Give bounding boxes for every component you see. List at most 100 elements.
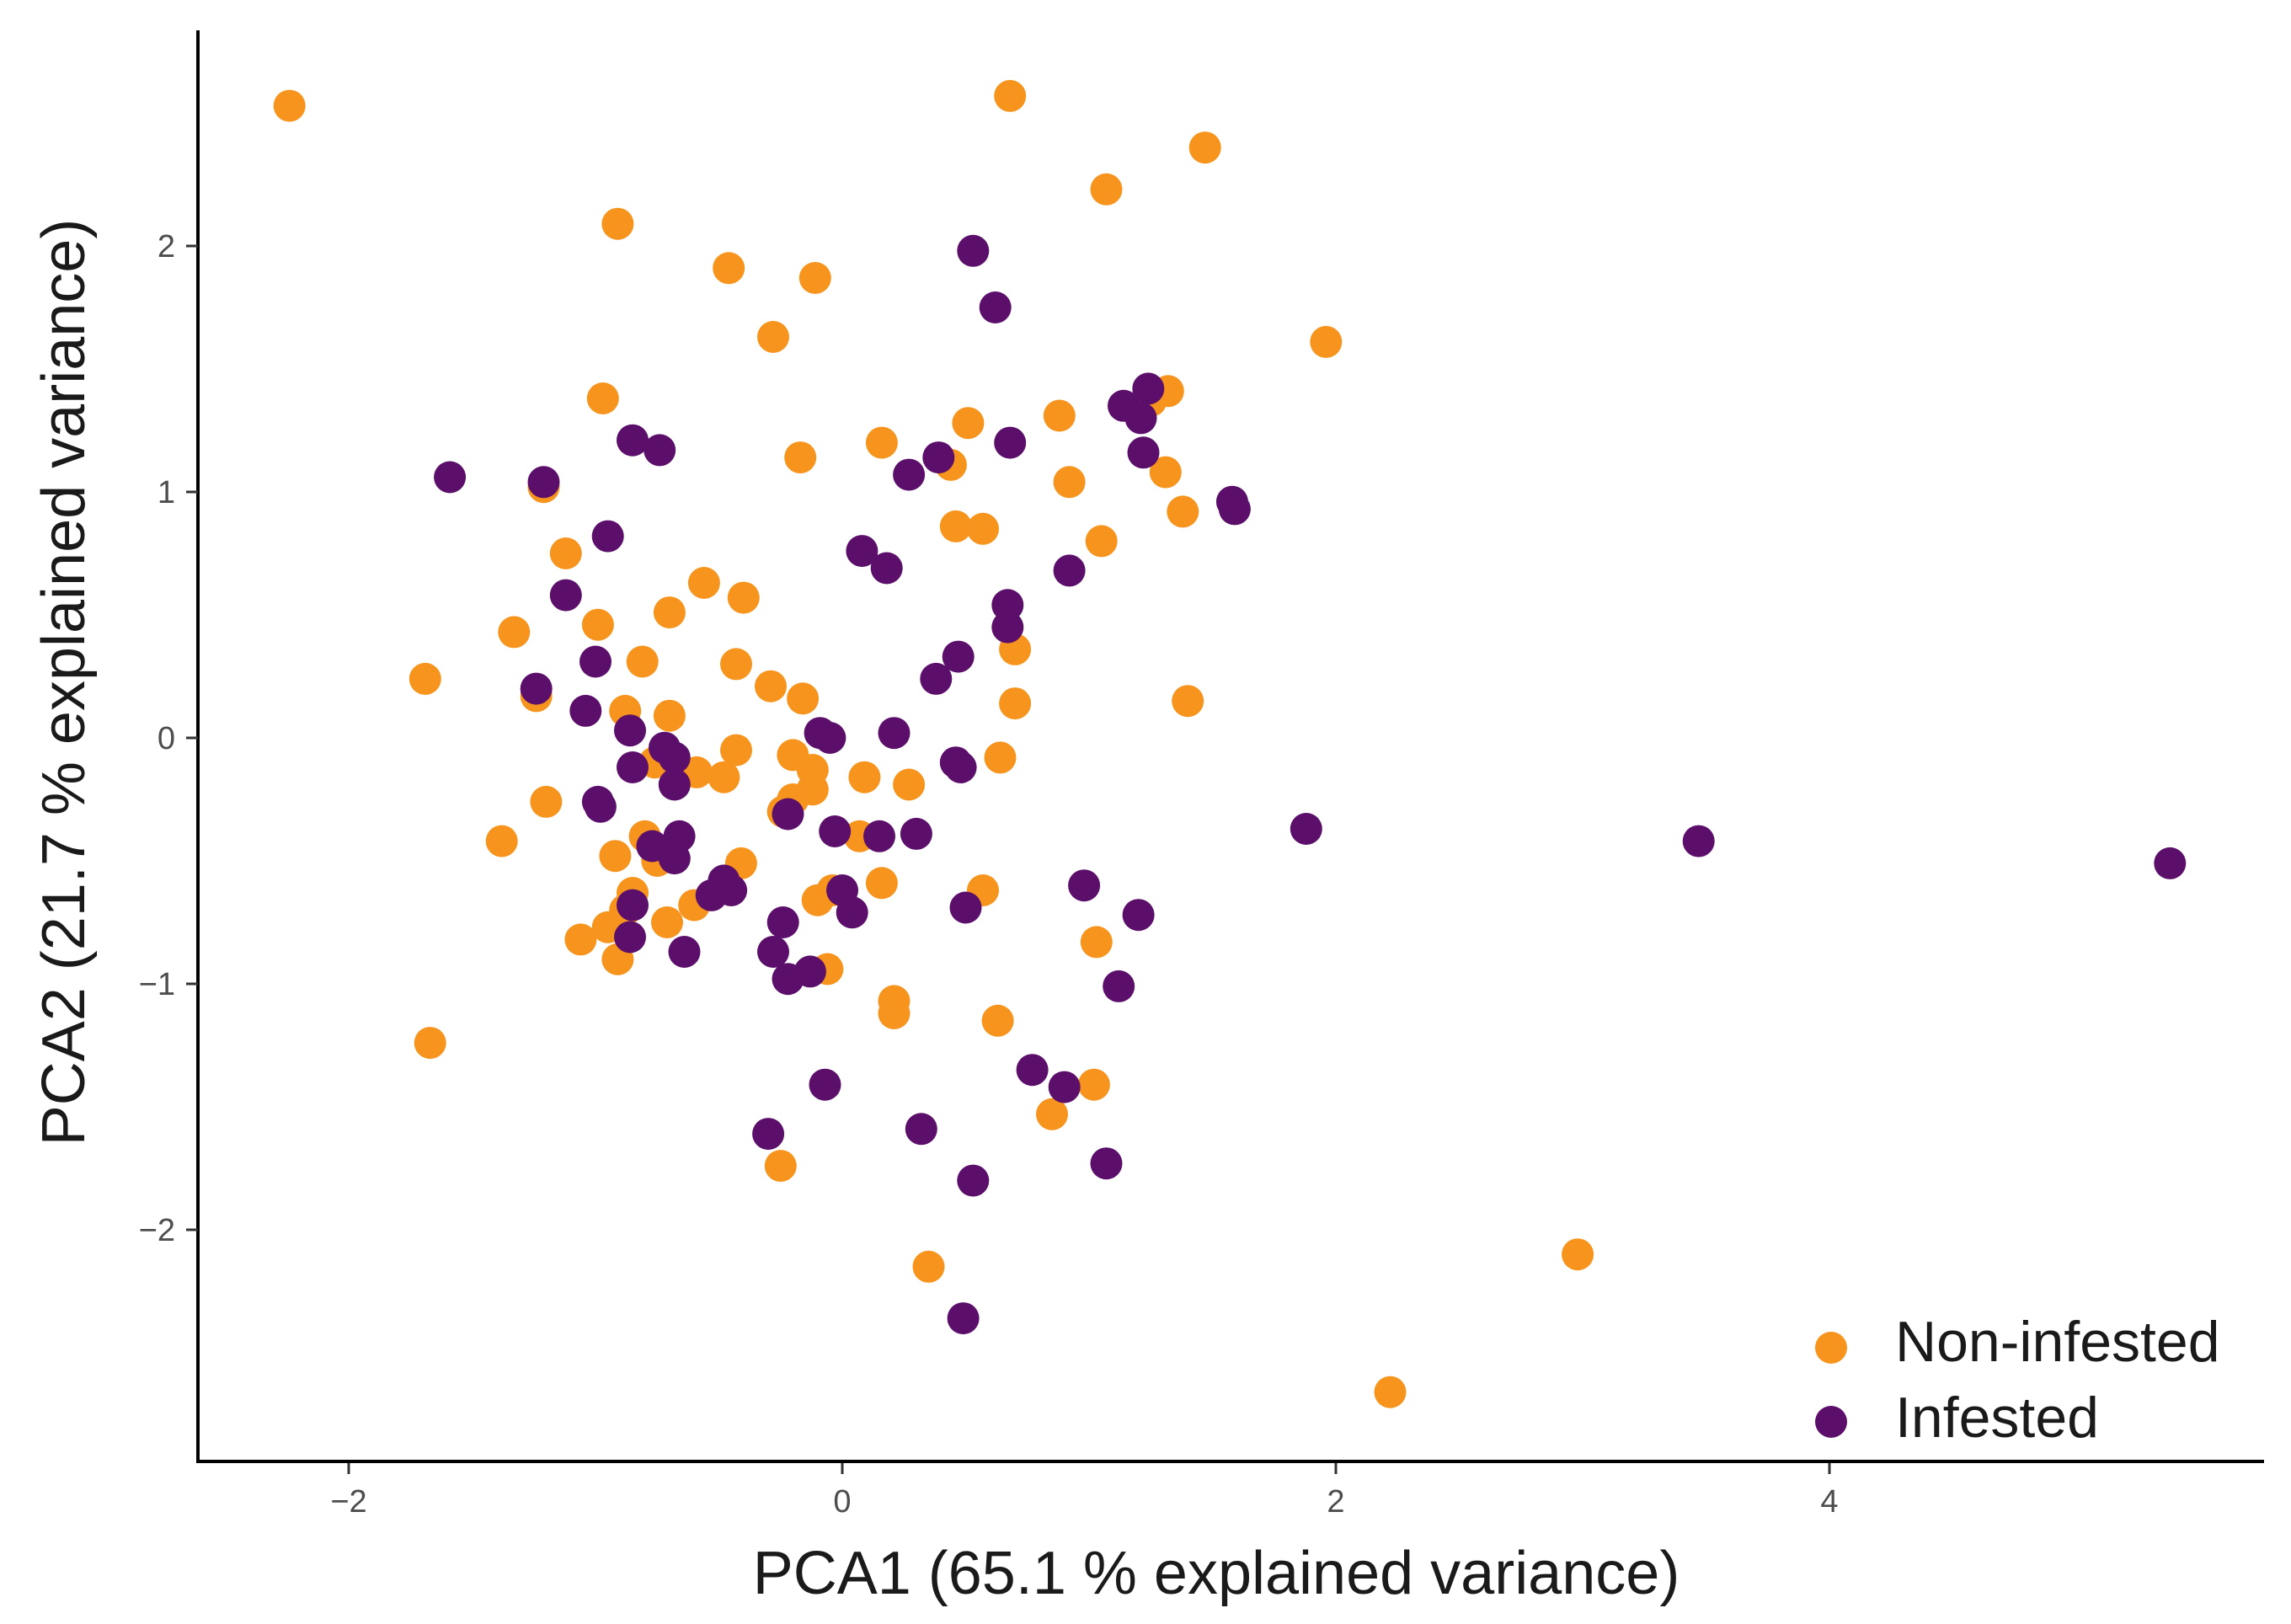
point-infested-25 (520, 672, 553, 705)
point-infested-24 (920, 662, 953, 695)
y-tick-label-0: −2 (139, 1213, 175, 1248)
point-infested-39 (772, 798, 804, 831)
point-infested-1 (979, 291, 1012, 323)
point-non-infested-7 (757, 321, 789, 353)
point-non-infested-55 (485, 825, 518, 857)
point-non-infested-77 (1077, 1068, 1110, 1101)
point-infested-38 (584, 790, 617, 823)
point-non-infested-26 (727, 581, 760, 614)
legend-label-non-infested: Non-infested (1895, 1310, 2220, 1374)
point-infested-51 (617, 889, 649, 922)
point-infested-66 (905, 1113, 937, 1146)
point-infested-58 (668, 936, 701, 968)
y-tick-label-3: 1 (158, 475, 175, 510)
point-non-infested-70 (1080, 926, 1113, 959)
point-non-infested-33 (409, 662, 441, 695)
point-infested-69 (947, 1302, 980, 1335)
legend: Non-infested Infested (1815, 1310, 2220, 1450)
point-infested-67 (1090, 1147, 1123, 1180)
point-non-infested-79 (764, 1150, 797, 1183)
point-infested-20 (991, 589, 1024, 622)
point-non-infested-60 (865, 867, 898, 900)
y-axis-title: PCA2 (21.7 % explained variance) (30, 219, 98, 1146)
point-non-infested-6 (798, 262, 831, 294)
point-non-infested-15 (784, 441, 817, 474)
point-infested-5 (617, 424, 649, 457)
x-axis-title: PCA1 (65.1 % explained variance) (753, 1540, 1680, 1607)
point-infested-27 (614, 714, 646, 747)
point-infested-28 (878, 717, 911, 750)
x-axis-ticks: −2 0 2 4 (330, 1463, 1839, 1520)
point-non-infested-67 (651, 906, 683, 938)
point-non-infested-20 (1167, 495, 1199, 528)
point-non-infested-75 (981, 1004, 1014, 1037)
point-infested-32 (658, 741, 691, 774)
point-infested-18 (1053, 554, 1086, 587)
point-infested-9 (922, 441, 955, 474)
point-infested-10 (893, 458, 926, 491)
y-tick-label-4: 2 (158, 229, 175, 264)
point-non-infested-40 (653, 699, 686, 732)
point-infested-36 (658, 768, 691, 801)
x-tick-label-2: 2 (1327, 1484, 1344, 1520)
point-infested-62 (1016, 1054, 1049, 1087)
point-infested-15 (591, 520, 624, 553)
point-infested-65 (752, 1118, 785, 1151)
point-non-infested-8 (1310, 325, 1343, 358)
point-non-infested-82 (1374, 1376, 1407, 1408)
point-non-infested-38 (999, 687, 1032, 720)
point-infested-54 (1122, 899, 1155, 932)
point-infested-2 (1132, 372, 1165, 405)
point-infested-34 (944, 751, 977, 783)
point-non-infested-43 (984, 741, 1017, 774)
legend-marker-non-infested (1815, 1332, 1847, 1364)
point-non-infested-34 (755, 670, 787, 702)
point-infested-72 (2154, 847, 2187, 879)
point-non-infested-31 (626, 645, 659, 678)
point-infested-6 (994, 426, 1027, 459)
x-tick-label-0: −2 (330, 1484, 366, 1520)
point-infested-56 (614, 921, 646, 954)
y-axis-ticks: −2 −1 0 1 2 (139, 229, 198, 1248)
point-non-infested-41 (720, 734, 752, 767)
point-non-infested-80 (912, 1250, 945, 1283)
point-non-infested-78 (1036, 1098, 1068, 1130)
point-infested-49 (695, 879, 728, 911)
point-infested-22 (942, 640, 975, 673)
legend-label-infested: Infested (1895, 1386, 2099, 1450)
point-non-infested-28 (581, 608, 614, 641)
point-infested-12 (527, 466, 560, 499)
point-infested-30 (814, 722, 846, 754)
point-infested-21 (991, 611, 1024, 644)
point-non-infested-24 (549, 537, 582, 569)
point-non-infested-22 (967, 512, 999, 545)
point-non-infested-36 (787, 682, 820, 715)
point-non-infested-17 (1149, 456, 1182, 489)
x-tick-label-1: 0 (833, 1484, 851, 1520)
point-non-infested-27 (653, 596, 686, 629)
point-infested-14 (1218, 493, 1251, 526)
point-infested-23 (579, 645, 611, 678)
point-infested-50 (1068, 869, 1101, 902)
point-non-infested-74 (878, 997, 911, 1029)
point-non-infested-14 (865, 426, 898, 459)
point-non-infested-2 (1188, 131, 1221, 164)
point-infested-61 (1103, 970, 1135, 1002)
point-infested-26 (569, 694, 602, 727)
point-infested-40 (819, 815, 852, 847)
point-non-infested-69 (564, 923, 597, 956)
point-infested-11 (434, 461, 467, 494)
point-non-infested-21 (939, 510, 972, 542)
point-infested-42 (900, 817, 932, 850)
point-non-infested-52 (530, 785, 563, 818)
y-tick-label-1: −1 (139, 967, 175, 1002)
point-infested-19 (549, 579, 582, 612)
point-infested-17 (870, 552, 903, 585)
point-non-infested-32 (720, 648, 752, 681)
data-points (273, 79, 2187, 1408)
point-non-infested-3 (1090, 173, 1123, 206)
point-non-infested-48 (848, 761, 881, 793)
point-non-infested-37 (1172, 685, 1204, 718)
point-non-infested-9 (586, 382, 619, 414)
